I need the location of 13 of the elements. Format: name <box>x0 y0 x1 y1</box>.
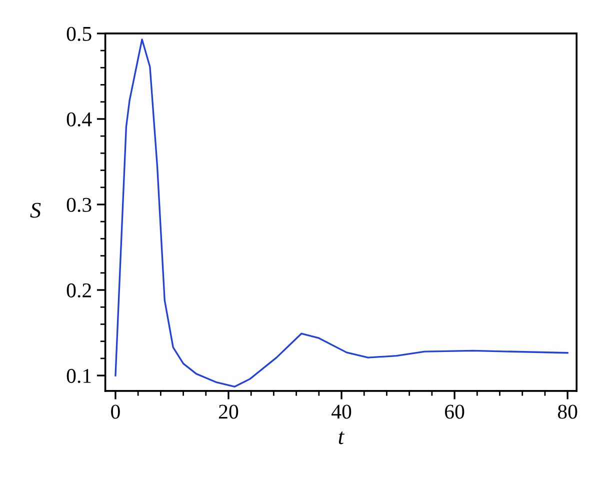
x-tick-label: 0 <box>111 404 120 419</box>
y-tick-label: 0.4 <box>66 112 92 127</box>
x-tick-label: 60 <box>445 404 464 419</box>
x-tick-label: 40 <box>332 404 352 419</box>
y-tick-label: 0.1 <box>66 368 91 384</box>
x-axis-title: t <box>338 431 344 444</box>
y-tick-label: 0.3 <box>66 198 92 212</box>
y-tick-label: 0.2 <box>66 283 91 298</box>
y-axis-title: S <box>30 202 41 218</box>
x-tick-label: 80 <box>558 404 578 419</box>
y-tick-label: 0.5 <box>66 26 92 41</box>
line-series <box>114 38 568 388</box>
x-tick-label: 20 <box>218 404 238 419</box>
